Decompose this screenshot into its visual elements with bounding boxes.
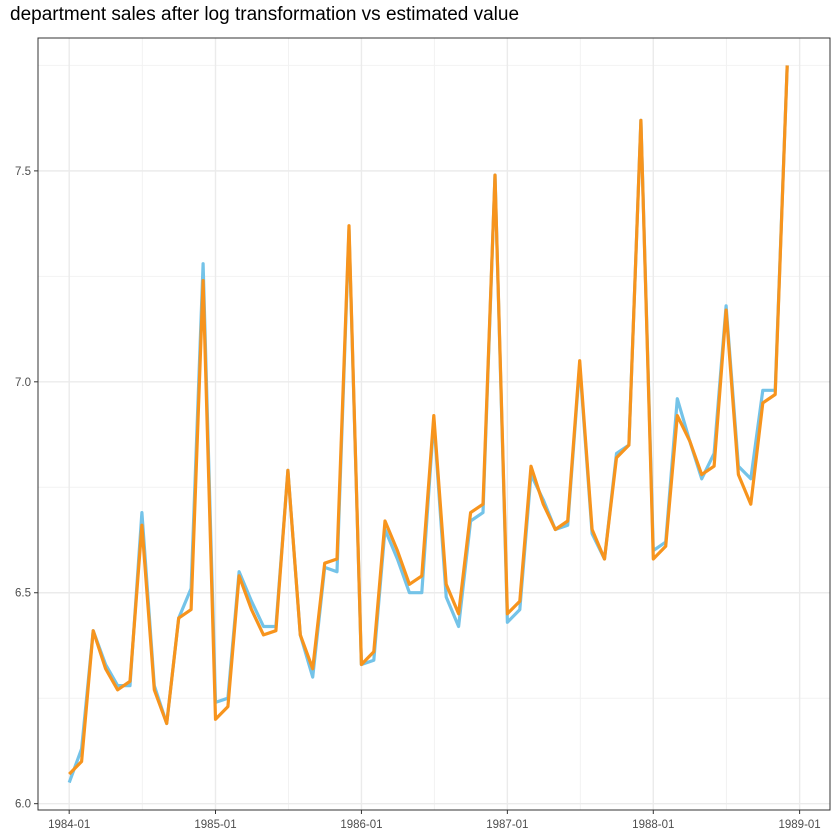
x-tick-label: 1985-01 [194,819,236,831]
x-tick-label: 1989-01 [779,819,821,831]
y-tick-label: 6.0 [15,799,31,811]
y-tick-label: 7.0 [15,377,31,389]
y-tick-label: 6.5 [15,588,31,600]
x-tick-label: 1988-01 [632,819,674,831]
x-tick-label: 1986-01 [340,819,382,831]
x-tick-label: 1987-01 [486,819,528,831]
plot-border [37,37,831,811]
y-tick-label: 7.5 [15,166,31,178]
chart-title: department sales after log transformatio… [10,4,520,25]
x-tick-label: 1984-01 [48,819,90,831]
series-line-2 [68,65,789,776]
